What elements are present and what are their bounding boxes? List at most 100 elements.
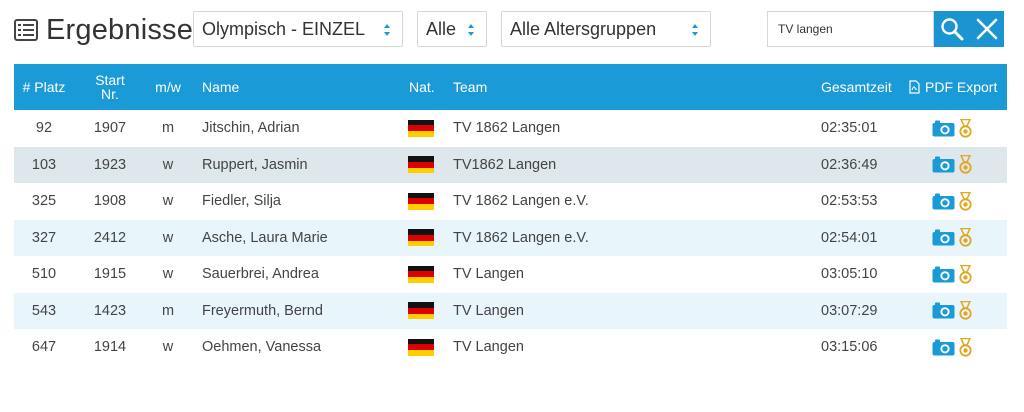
cell-gender: w [162, 156, 174, 173]
cell-actions [932, 329, 972, 366]
cell-gesamtzeit: 02:35:01 [821, 120, 878, 137]
age-group-select-value: Alle Altersgruppen [510, 18, 657, 39]
medal-icon[interactable] [959, 301, 972, 320]
cell-name[interactable]: Asche, Laura Marie [202, 229, 328, 246]
select-arrows-icon [468, 24, 474, 36]
column-header-start-line1: Start [95, 72, 125, 88]
table-row[interactable]: 325 1908 w Fiedler, Silja TV 1862 Langen… [14, 183, 1007, 220]
cell-platz: 647 [31, 339, 57, 356]
column-header-start-line2: Nr. [101, 86, 119, 102]
cell-platz: 325 [31, 193, 57, 210]
column-header-start-nr[interactable]: Start Nr. [80, 64, 140, 110]
cell-nat [408, 329, 434, 366]
search-input[interactable] [767, 11, 934, 47]
cell-gender: w [162, 266, 174, 283]
cell-gesamtzeit: 02:53:53 [821, 193, 878, 210]
cell-team: TV 1862 Langen e.V. [453, 229, 589, 246]
cell-gender: w [162, 339, 174, 356]
column-header-name[interactable]: Name [202, 79, 240, 95]
medal-icon[interactable] [959, 155, 972, 174]
cell-gender: m [161, 120, 175, 137]
pdf-file-icon [909, 80, 920, 94]
cell-name[interactable]: Oehmen, Vanessa [202, 339, 322, 356]
column-header-team[interactable]: Team [453, 79, 488, 95]
cell-team: TV 1862 Langen [453, 120, 561, 137]
table-row[interactable]: 327 2412 w Asche, Laura Marie TV 1862 La… [14, 219, 1007, 257]
table-row[interactable]: 510 1915 w Sauerbrei, Andrea TV Langen 0… [14, 256, 1007, 293]
pdf-export-label: PDF Export [925, 79, 998, 95]
cell-actions [932, 220, 972, 257]
medal-icon[interactable] [959, 191, 972, 211]
cell-actions [932, 293, 972, 330]
close-icon [976, 18, 997, 40]
age-group-select[interactable]: Alle Altersgruppen [501, 11, 711, 47]
cell-platz: 103 [31, 156, 57, 173]
table-row[interactable]: 103 1923 w Ruppert, Jasmin TV1862 Langen… [14, 146, 1007, 184]
competition-select-value: Olympisch - EINZEL [202, 18, 366, 39]
medal-icon[interactable] [959, 228, 972, 247]
cell-team: TV Langen [453, 266, 524, 283]
clear-search-button[interactable] [969, 11, 1004, 47]
cell-start-nr: 1915 [93, 266, 127, 283]
medal-icon[interactable] [959, 337, 972, 357]
cell-gender: m [161, 302, 175, 319]
cell-nat [408, 183, 434, 220]
cell-nat [408, 110, 434, 147]
column-header-nat[interactable]: Nat. [409, 79, 435, 95]
table-row[interactable]: 543 1423 m Freyermuth, Bernd TV Langen 0… [14, 292, 1007, 330]
cell-name[interactable]: Fiedler, Silja [202, 193, 281, 210]
camera-icon[interactable] [932, 120, 955, 137]
cell-name[interactable]: Ruppert, Jasmin [202, 156, 308, 173]
germany-flag-icon [408, 192, 434, 210]
cell-name[interactable]: Jitschin, Adrian [202, 120, 300, 137]
cell-team: TV Langen [453, 302, 524, 319]
cell-team: TV1862 Langen [453, 156, 557, 173]
germany-flag-icon [408, 338, 434, 356]
cell-start-nr: 1914 [93, 339, 127, 356]
table-row[interactable]: 647 1914 w Oehmen, Vanessa TV Langen 03:… [14, 329, 1007, 366]
cell-start-nr: 1423 [93, 302, 127, 319]
page-heading: Ergebnisse [14, 12, 193, 48]
cell-nat [408, 256, 434, 293]
cell-name[interactable]: Freyermuth, Bernd [202, 302, 323, 319]
column-header-gender[interactable]: m/w [155, 79, 181, 95]
germany-flag-icon [408, 119, 434, 137]
cell-start-nr: 1908 [93, 193, 127, 210]
competition-select[interactable]: Olympisch - EINZEL [193, 11, 403, 47]
column-header-platz[interactable]: # Platz [22, 79, 66, 95]
search-button[interactable] [934, 11, 969, 47]
germany-flag-icon [408, 156, 434, 174]
cell-start-nr: 1923 [93, 156, 127, 173]
camera-icon[interactable] [932, 193, 955, 210]
table-row[interactable]: 92 1907 m Jitschin, Adrian TV 1862 Lange… [14, 110, 1007, 147]
camera-icon[interactable] [932, 266, 955, 283]
camera-icon[interactable] [932, 156, 955, 173]
camera-icon[interactable] [932, 229, 955, 246]
select-arrows-icon [384, 24, 390, 36]
column-header-gesamtzeit[interactable]: Gesamtzeit [821, 79, 892, 95]
cell-gesamtzeit: 03:05:10 [821, 266, 878, 283]
cell-start-nr: 1907 [93, 120, 127, 137]
cell-gesamtzeit: 03:15:06 [821, 339, 878, 356]
cell-start-nr: 2412 [93, 229, 127, 246]
gender-select[interactable]: Alle [417, 11, 487, 47]
page-title: Ergebnisse [46, 13, 194, 46]
medal-icon[interactable] [959, 118, 972, 138]
cell-actions [932, 183, 972, 220]
germany-flag-icon [408, 229, 434, 247]
search-icon [940, 18, 963, 41]
cell-platz: 510 [31, 266, 57, 283]
cell-platz: 92 [35, 120, 53, 137]
medal-icon[interactable] [959, 264, 972, 284]
camera-icon[interactable] [932, 302, 955, 319]
cell-nat [408, 147, 434, 184]
pdf-export-button[interactable]: PDF Export [909, 64, 997, 110]
gender-select-value: Alle [426, 18, 457, 39]
cell-gesamtzeit: 02:36:49 [821, 156, 878, 173]
cell-actions [932, 256, 972, 293]
germany-flag-icon [408, 265, 434, 283]
cell-gesamtzeit: 02:54:01 [821, 229, 878, 246]
table-body: 92 1907 m Jitschin, Adrian TV 1862 Lange… [14, 110, 1007, 366]
camera-icon[interactable] [932, 339, 955, 356]
cell-name[interactable]: Sauerbrei, Andrea [202, 266, 319, 283]
